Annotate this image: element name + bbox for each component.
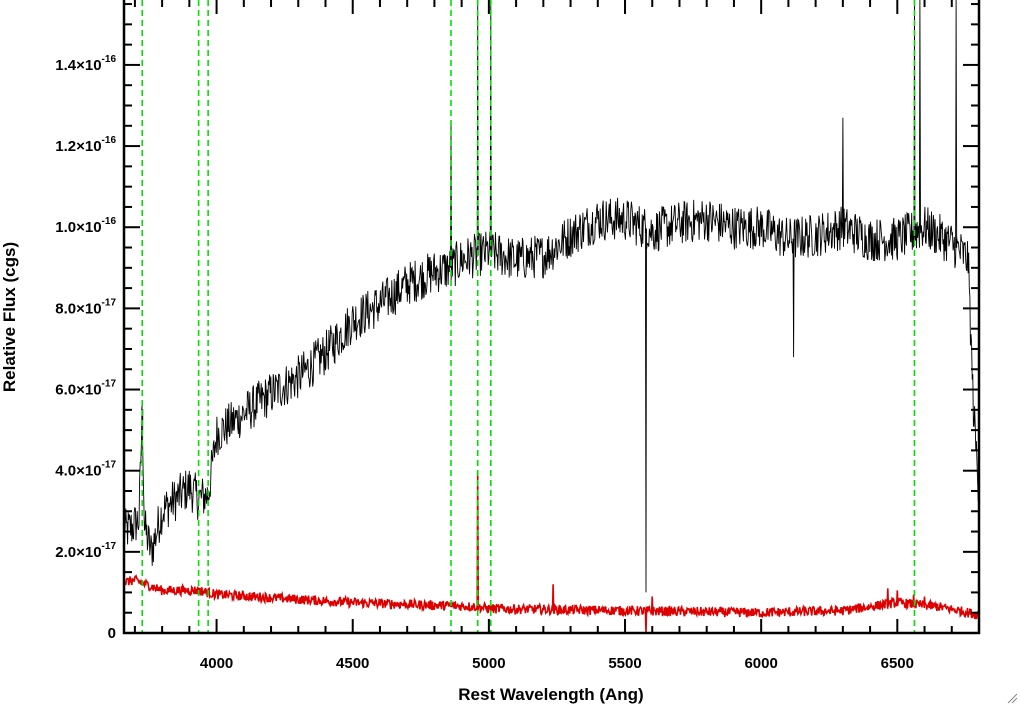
x-tick-label: 4000 (200, 655, 233, 672)
x-tick-label: 6500 (881, 655, 914, 672)
axes (122, 0, 981, 635)
x-axis-title: Rest Wavelength (Ang) (458, 685, 643, 704)
y-axis-title: Relative Flux (cgs) (0, 242, 19, 392)
series-layer (123, 0, 980, 634)
x-tick-label: 5000 (472, 655, 505, 672)
y-tick-label: 2.0×10-17 (55, 541, 116, 561)
y-tick-label: 0 (108, 625, 116, 642)
y-tick-label: 8.0×10-17 (55, 297, 116, 317)
x-tick-labels: 4000 4500 5000 5500 6000 6500 (200, 655, 914, 672)
resize-grip-icon[interactable] (1006, 692, 1018, 704)
y-tick-label: 1.0×10-16 (55, 216, 116, 236)
plot-frame (122, 0, 981, 635)
series-line-error (123, 470, 980, 634)
y-tick-label: 1.2×10-16 (55, 135, 116, 155)
y-tick-labels: 0 2.0×10-17 4.0×10-17 6.0×10-17 8.0×10-17 1.0… (55, 54, 116, 642)
x-tick-label: 6000 (744, 655, 777, 672)
reference-lines (141, 0, 916, 633)
x-tick-label: 4500 (336, 655, 369, 672)
y-tick-label: 4.0×10-17 (55, 460, 116, 480)
y-tick-label: 1.4×10-16 (55, 54, 116, 74)
series-line-spectrum (123, 0, 980, 593)
y-tick-label: 6.0×10-17 (55, 379, 116, 399)
x-tick-label: 5500 (608, 655, 641, 672)
